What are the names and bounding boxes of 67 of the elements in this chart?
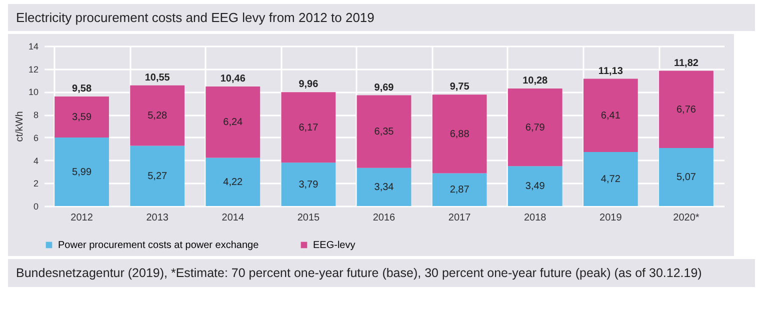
bar	[508, 166, 562, 206]
bar	[432, 173, 487, 206]
bar	[281, 162, 336, 206]
data-label: 6,79	[525, 122, 546, 134]
data-label: 6,88	[450, 128, 470, 140]
bar	[130, 146, 185, 206]
data-label: 5,27	[148, 170, 168, 182]
total-label: 9,75	[450, 82, 470, 93]
y-tick-label: 4	[33, 156, 38, 166]
total-label: 9,96	[298, 79, 319, 90]
x-tick-label: 2012	[70, 212, 94, 224]
bar	[54, 138, 109, 206]
bar	[206, 158, 260, 206]
bar	[54, 96, 109, 138]
legend-label: EEG-levy	[313, 240, 356, 251]
data-label: 3,59	[72, 112, 92, 124]
y-tick-label: 0	[33, 202, 38, 212]
data-label: 4,72	[600, 174, 621, 186]
total-label: 9,69	[374, 82, 394, 94]
y-tick-label: 6	[33, 132, 38, 143]
bar	[659, 148, 714, 206]
bar	[356, 95, 412, 168]
data-label: 3,79	[298, 179, 319, 190]
data-label: 5,07	[676, 172, 696, 184]
data-label: 6,76	[676, 104, 696, 116]
data-label: 5,99	[72, 166, 92, 178]
bar	[583, 152, 638, 206]
x-tick-label: 2018	[524, 212, 547, 224]
total-label: 9,58	[72, 84, 92, 95]
chart-title: Electricity procurement costs and EEG levy from 2012 to 2019	[8, 4, 755, 31]
bar	[130, 85, 185, 146]
total-label: 11,82	[674, 58, 699, 69]
bar	[356, 168, 412, 206]
legend-label: Power procurement costs at power exchange	[58, 240, 260, 251]
x-tick-label: 2017	[448, 212, 472, 224]
y-tick-label: 14	[28, 42, 38, 52]
x-tick-label: 2015	[297, 212, 320, 224]
bar	[206, 86, 260, 158]
x-tick-label: 2016	[372, 212, 396, 224]
total-label: 10,46	[220, 73, 246, 84]
bar	[583, 78, 638, 152]
data-label: 4,22	[223, 176, 244, 188]
total-label: 10,28	[522, 76, 548, 87]
y-tick-label: 10	[28, 87, 38, 98]
data-label: 6,24	[223, 117, 244, 128]
x-tick-label: 2014	[222, 212, 244, 224]
bar	[432, 94, 487, 174]
total-label: 10,55	[144, 72, 170, 84]
y-axis-title: ct/kWh	[14, 111, 26, 142]
data-label: 3,34	[374, 182, 394, 193]
y-tick-label: 8	[33, 110, 38, 120]
bar	[508, 88, 562, 166]
bar	[659, 70, 714, 148]
y-tick-label: 2	[33, 178, 38, 189]
data-label: 6,17	[298, 122, 319, 134]
text: Bundesnetzagentur (2019), *Estimate: 70 percent one-year future (base), 30 percent one-year future (peak) (as of 30.12.19)	[8, 259, 755, 287]
x-tick-label: 2020*	[673, 212, 700, 224]
data-label: 5,28	[148, 110, 168, 122]
data-label: 3,49	[525, 181, 546, 192]
y-tick-label: 12	[28, 64, 38, 74]
data-label: 6,41	[600, 110, 621, 122]
data-label: 2,87	[450, 184, 470, 196]
data-label: 6,35	[374, 126, 394, 138]
bar	[281, 92, 336, 163]
x-tick-label: 2013	[146, 212, 169, 224]
total-label: 11,13	[598, 66, 624, 77]
x-tick-label: 2019	[600, 212, 622, 224]
